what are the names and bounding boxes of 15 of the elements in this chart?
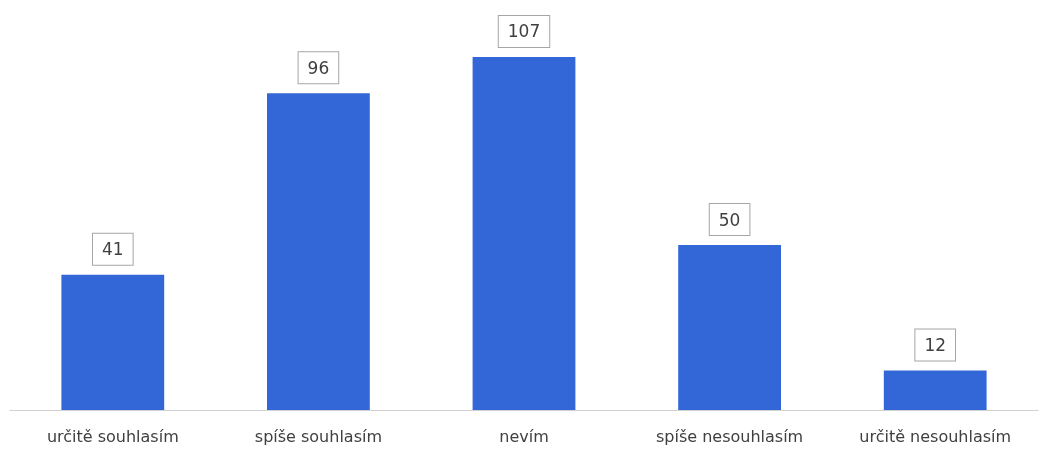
x-tick-label: nevím bbox=[499, 426, 549, 446]
data-label: 107 bbox=[507, 21, 541, 42]
bar bbox=[61, 274, 165, 410]
bar bbox=[678, 245, 781, 410]
data-label: 50 bbox=[718, 209, 741, 230]
data-label: 12 bbox=[924, 334, 947, 355]
x-tick-label: určitě nesouhlasím bbox=[859, 426, 1012, 446]
bar bbox=[472, 56, 576, 410]
bar bbox=[267, 93, 370, 410]
x-tick-label: spíše souhlasím bbox=[254, 426, 383, 446]
bar bbox=[883, 370, 987, 410]
x-tick-label: spíše nesouhlasím bbox=[655, 426, 804, 446]
x-tick-label: určitě souhlasím bbox=[46, 426, 179, 446]
data-label: 96 bbox=[307, 57, 330, 78]
data-label: 41 bbox=[101, 239, 124, 260]
